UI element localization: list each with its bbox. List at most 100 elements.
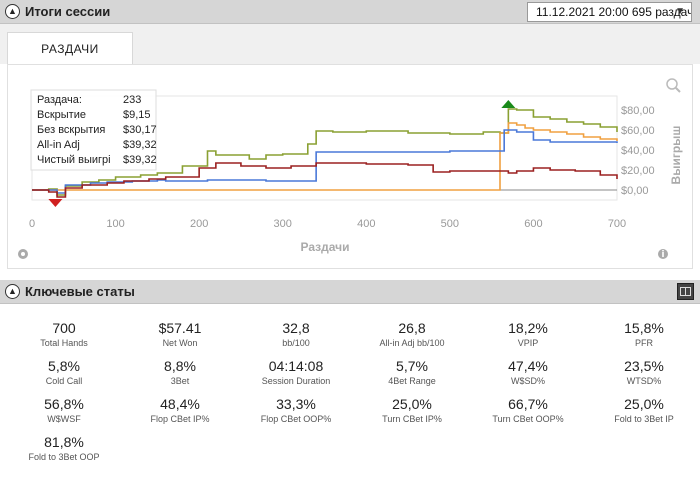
stat-item: 25,0% Turn CBet IP%: [354, 396, 470, 424]
stat-value: 15,8%: [624, 320, 664, 336]
stat-value: 32,8: [282, 320, 310, 336]
stat-value: 33,3%: [276, 396, 316, 412]
stat-item: 15,8% PFR: [586, 320, 700, 348]
stat-item: 8,8% 3Bet: [122, 358, 238, 386]
stat-label: All-in Adj bb/100: [379, 338, 445, 348]
stat-label: Fold to 3Bet OOP: [28, 452, 100, 462]
stat-label: W$SD%: [510, 376, 545, 386]
chart-panel: 0 100 200 300 400 500 600 700 $0,00 $20,00 $40,00…: [7, 64, 693, 269]
stat-label: Flop CBet OOP%: [260, 414, 332, 424]
y-tick-label: $0,00: [621, 185, 649, 197]
x-tick-label: 700: [608, 218, 626, 230]
stat-value: 5,7%: [396, 358, 428, 374]
y-axis-ticks: $0,00 $20,00 $40,00 $60,00 $80,00: [621, 105, 655, 197]
chart-series: [32, 108, 618, 198]
x-tick-label: 300: [274, 218, 292, 230]
stat-value: $57.41: [158, 320, 202, 336]
legend-label: All-in Adj: [37, 139, 80, 151]
series-line: [32, 108, 618, 196]
key-stats-header: ▲ Ключевые статы: [0, 280, 700, 304]
x-tick-label: 200: [190, 218, 208, 230]
stat-value: 18,2%: [508, 320, 548, 336]
x-tick-label: 100: [106, 218, 124, 230]
stat-value: 700: [52, 320, 76, 336]
collapse-stats-button[interactable]: ▲: [5, 284, 20, 299]
stat-item: $57.41 Net Won: [122, 320, 238, 348]
y-tick-label: $40,00: [621, 145, 655, 157]
session-summary-header: ▲ Итоги сессии 11.12.2021 20:00 695 разд…: [0, 0, 700, 24]
stat-label: VPIP: [517, 338, 539, 348]
stat-value: 25,0%: [624, 396, 664, 412]
stat-item: 66,7% Turn CBet OOP%: [470, 396, 586, 424]
session-select-value: 11.12.2021 20:00 695 раздач): [536, 5, 692, 19]
zoom-icon[interactable]: [666, 78, 681, 93]
gear-icon[interactable]: [18, 249, 28, 259]
stat-item: 32,8 bb/100: [238, 320, 354, 348]
stat-label: Total Hands: [40, 338, 88, 348]
max-marker: [501, 100, 516, 108]
stat-value: 48,4%: [160, 396, 200, 412]
stat-item: 48,4% Flop CBet IP%: [122, 396, 238, 424]
series-line: [32, 162, 618, 198]
stat-item: 18,2% VPIP: [470, 320, 586, 348]
legend-value: $39,32: [123, 139, 157, 151]
stat-value: 47,4%: [508, 358, 548, 374]
legend-value: $9,15: [123, 109, 151, 121]
y-tick-label: $20,00: [621, 165, 655, 177]
chart-markers: [48, 100, 516, 207]
stat-item: 47,4% W$SD%: [470, 358, 586, 386]
stat-label: PFR: [635, 338, 653, 348]
session-summary-title: Итоги сессии: [25, 4, 111, 19]
stat-label: 3Bet: [170, 376, 190, 386]
y-tick-label: $80,00: [621, 105, 655, 117]
legend-label: Вскрытие: [37, 109, 86, 121]
x-axis-label: Раздачи: [301, 240, 350, 254]
y-tick-label: $60,00: [621, 125, 655, 137]
chevron-down-icon: ▼: [675, 6, 685, 17]
stat-label: bb/100: [282, 338, 310, 348]
stat-item: 26,8 All-in Adj bb/100: [354, 320, 470, 348]
stat-item: 25,0% Fold to 3Bet IP: [586, 396, 700, 424]
stat-label: Fold to 3Bet IP: [614, 414, 674, 424]
stat-value: 26,8: [398, 320, 426, 336]
session-select[interactable]: 11.12.2021 20:00 695 раздач) ▼: [527, 2, 692, 22]
stat-value: 04:14:08: [268, 358, 324, 374]
x-tick-label: 0: [29, 218, 35, 230]
panel-layout-icon[interactable]: [677, 283, 694, 300]
stat-item: 04:14:08 Session Duration: [238, 358, 354, 386]
stat-value: 23,5%: [624, 358, 664, 374]
stat-item: 700 Total Hands: [6, 320, 122, 348]
stat-label: Turn CBet OOP%: [492, 414, 564, 424]
legend-value: 233: [123, 94, 141, 106]
tab-bar: РАЗДАЧИ: [0, 24, 700, 64]
stat-item: 5,8% Cold Call: [6, 358, 122, 386]
stat-value: 56,8%: [44, 396, 84, 412]
x-tick-label: 500: [441, 218, 459, 230]
x-tick-label: 600: [524, 218, 542, 230]
info-icon[interactable]: [658, 249, 668, 259]
stat-label: Net Won: [162, 338, 198, 348]
x-tick-label: 400: [357, 218, 375, 230]
stat-value: 5,8%: [48, 358, 80, 374]
collapse-session-button[interactable]: ▲: [5, 4, 20, 19]
tab-hands[interactable]: РАЗДАЧИ: [7, 32, 133, 64]
winnings-chart: 0 100 200 300 400 500 600 700 $0,00 $20,00 $40,00…: [18, 78, 683, 259]
stat-value: 66,7%: [508, 396, 548, 412]
stat-value: 25,0%: [392, 396, 432, 412]
stat-item: 56,8% W$WSF: [6, 396, 122, 424]
stat-item: 81,8% Fold to 3Bet OOP: [6, 434, 122, 462]
stat-label: Flop CBet IP%: [150, 414, 210, 424]
legend-value: $39,32: [123, 154, 157, 166]
stat-value: 81,8%: [44, 434, 84, 450]
stat-item: 23,5% WTSD%: [586, 358, 700, 386]
legend-value: $30,17: [123, 124, 157, 136]
legend-label: Чистый выигрі: [37, 154, 111, 166]
legend-label: Раздача:: [37, 94, 82, 106]
chart-legend: Раздача: 233 Вскрытие $9,15 Без вскрытия $30,…: [30, 89, 157, 171]
stat-item: 33,3% Flop CBet OOP%: [238, 396, 354, 424]
legend-label: Без вскрытия: [37, 124, 105, 136]
stat-label: 4Bet Range: [388, 376, 436, 386]
key-stats-title: Ключевые статы: [25, 284, 135, 299]
stat-label: Session Duration: [261, 376, 331, 386]
stat-label: Turn CBet IP%: [382, 414, 442, 424]
